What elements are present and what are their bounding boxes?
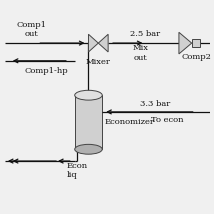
Ellipse shape [75, 144, 102, 154]
Polygon shape [88, 34, 98, 52]
Text: 2.5 bar: 2.5 bar [130, 30, 160, 38]
Text: Comp2: Comp2 [182, 53, 212, 61]
Text: Econ
liq: Econ liq [67, 162, 88, 180]
Polygon shape [98, 34, 108, 52]
Text: 3.3 bar: 3.3 bar [140, 100, 170, 108]
Text: Mixer: Mixer [86, 58, 111, 66]
Ellipse shape [75, 90, 102, 100]
Text: Economizer: Economizer [104, 118, 154, 126]
Text: Comp1-hp: Comp1-hp [24, 67, 68, 75]
Bar [192, 39, 200, 47]
Bar [75, 95, 102, 149]
Text: Mix
out: Mix out [133, 44, 149, 62]
Text: Comp1
out: Comp1 out [16, 21, 46, 38]
Text: To econ: To econ [151, 116, 183, 124]
Polygon shape [179, 32, 192, 54]
